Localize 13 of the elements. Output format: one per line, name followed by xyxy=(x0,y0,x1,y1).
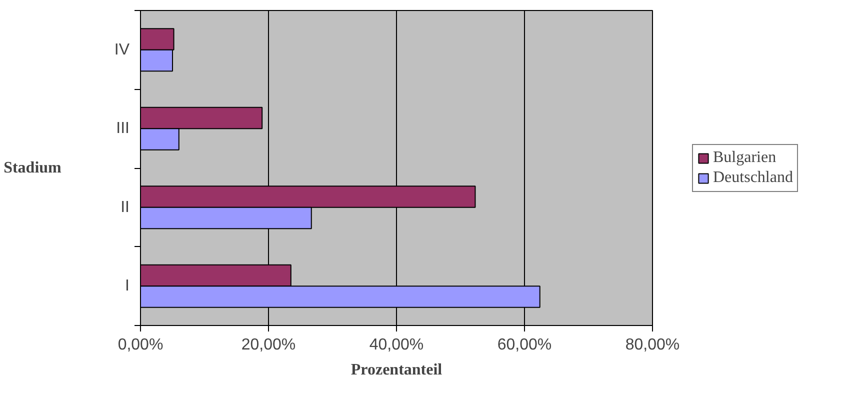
y-tick-label: I xyxy=(125,278,130,295)
y-tick-label: IV xyxy=(114,41,130,58)
legend-label: Bulgarien xyxy=(713,148,776,166)
x-tick-label: 40,00% xyxy=(369,336,424,354)
x-tick-label: 0,00% xyxy=(118,336,164,354)
x-tick-label: 80,00% xyxy=(625,336,680,354)
y-axis-title: Stadium xyxy=(4,160,62,176)
y-tick-label: II xyxy=(120,198,130,216)
x-tick-label: 20,00% xyxy=(241,336,296,354)
x-axis-title: Prozentanteil xyxy=(350,362,443,378)
y-tick-label: III xyxy=(116,120,130,138)
legend-label: Deutschland xyxy=(713,168,793,186)
x-tick-label: 60,00% xyxy=(497,336,552,354)
